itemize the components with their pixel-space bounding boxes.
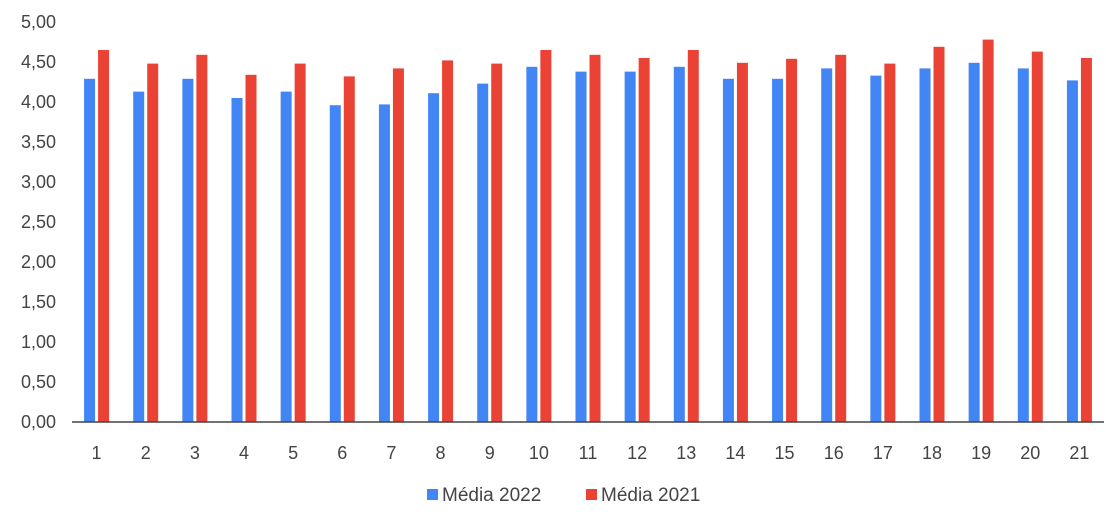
y-tick-label: 2,50 <box>21 212 56 232</box>
bar-series-2-cat-19 <box>982 39 994 422</box>
bar-series-1-cat-13 <box>673 66 685 423</box>
y-tick-label: 1,00 <box>21 332 56 352</box>
bar-series-1-cat-20 <box>1017 68 1029 423</box>
bar-series-2-cat-12 <box>638 58 650 422</box>
bar-series-2-cat-5 <box>294 63 306 422</box>
x-tick-label: 15 <box>775 443 795 463</box>
y-tick-label: 2,00 <box>21 252 56 272</box>
bar-series-1-cat-1 <box>84 78 96 423</box>
x-axis-labels: 1 2 3 4 5 6 7 8 9 10 11 12 13 14 15 16 17 18 19 20 21 <box>92 443 1090 463</box>
y-tick-label: 4,50 <box>21 52 56 72</box>
x-tick-label: 17 <box>873 443 893 463</box>
bar-series-2-cat-16 <box>835 54 847 423</box>
bar-series-2-cat-10 <box>540 50 552 422</box>
bar-series-2-cat-1 <box>98 50 110 422</box>
bar-series-1-cat-3 <box>182 78 194 423</box>
bar-series-2-cat-17 <box>884 63 896 422</box>
bar-series-2-cat-21 <box>1080 58 1092 422</box>
bar-series-2-cat-20 <box>1031 51 1043 422</box>
y-tick-label: 1,50 <box>21 292 56 312</box>
bar-series-1-cat-8 <box>428 93 440 422</box>
bar-series-1-cat-9 <box>477 83 489 422</box>
legend-label-series-2: Média 2021 <box>601 485 700 506</box>
x-tick-label: 6 <box>337 443 347 463</box>
bar-series-1-cat-16 <box>821 68 833 423</box>
bar-series-1-cat-17 <box>870 75 882 422</box>
y-tick-label: 4,00 <box>21 92 56 112</box>
x-tick-label: 12 <box>627 443 647 463</box>
bar-series-1-cat-12 <box>624 71 636 422</box>
y-axis-labels: 0,00 0,50 1,00 1,50 2,00 2,50 3,00 3,50 4,00 4,50… <box>21 12 56 432</box>
bar-series-1-cat-6 <box>329 105 341 422</box>
y-tick-label: 3,00 <box>21 172 56 192</box>
bar-series-1-cat-14 <box>722 78 734 423</box>
bar-series-1-cat-10 <box>526 66 538 423</box>
bar-series-2-cat-7 <box>392 68 404 423</box>
bars <box>84 39 1092 423</box>
x-tick-label: 3 <box>190 443 200 463</box>
bar-series-2-cat-15 <box>786 58 798 423</box>
x-tick-label: 14 <box>725 443 745 463</box>
bar-series-2-cat-9 <box>491 63 503 422</box>
x-tick-label: 16 <box>824 443 844 463</box>
bar-series-2-cat-6 <box>343 76 355 423</box>
x-tick-label: 5 <box>288 443 298 463</box>
x-tick-label: 13 <box>676 443 696 463</box>
x-tick-label: 2 <box>141 443 151 463</box>
x-tick-label: 1 <box>92 443 102 463</box>
legend-label-series-1: Média 2022 <box>442 485 541 506</box>
bar-series-2-cat-3 <box>196 54 208 423</box>
bar-series-1-cat-21 <box>1066 80 1078 423</box>
x-tick-label: 10 <box>529 443 549 463</box>
bar-series-2-cat-4 <box>245 74 257 423</box>
x-tick-label: 9 <box>485 443 495 463</box>
bar-series-1-cat-15 <box>772 78 784 423</box>
bar-series-1-cat-19 <box>968 62 980 423</box>
x-tick-label: 20 <box>1020 443 1040 463</box>
x-tick-label: 21 <box>1069 443 1089 463</box>
bar-series-2-cat-13 <box>687 50 699 422</box>
bar-series-2-cat-11 <box>589 54 601 423</box>
legend-swatch-series-2 <box>586 489 597 500</box>
x-tick-label: 4 <box>239 443 249 463</box>
bar-series-1-cat-18 <box>919 68 931 423</box>
bar-series-2-cat-18 <box>933 46 945 423</box>
x-tick-label: 11 <box>579 443 598 463</box>
bar-series-2-cat-2 <box>147 63 159 422</box>
legend-swatch-series-1 <box>427 489 438 500</box>
bar-series-2-cat-14 <box>736 62 748 423</box>
x-tick-label: 8 <box>436 443 446 463</box>
x-tick-label: 19 <box>971 443 991 463</box>
y-tick-label: 5,00 <box>21 12 56 32</box>
bar-series-1-cat-7 <box>378 104 390 423</box>
x-tick-label: 18 <box>922 443 942 463</box>
y-tick-label: 3,50 <box>21 132 56 152</box>
bar-series-1-cat-4 <box>231 98 243 422</box>
x-tick-label: 7 <box>386 443 396 463</box>
bar-series-1-cat-5 <box>280 91 292 422</box>
legend: Média 2022 Média 2021 <box>427 485 700 506</box>
bar-series-1-cat-11 <box>575 71 587 422</box>
bar-series-2-cat-8 <box>442 60 454 423</box>
bar-series-1-cat-2 <box>133 91 145 422</box>
y-tick-label: 0,00 <box>21 412 56 432</box>
y-tick-label: 0,50 <box>21 372 56 392</box>
